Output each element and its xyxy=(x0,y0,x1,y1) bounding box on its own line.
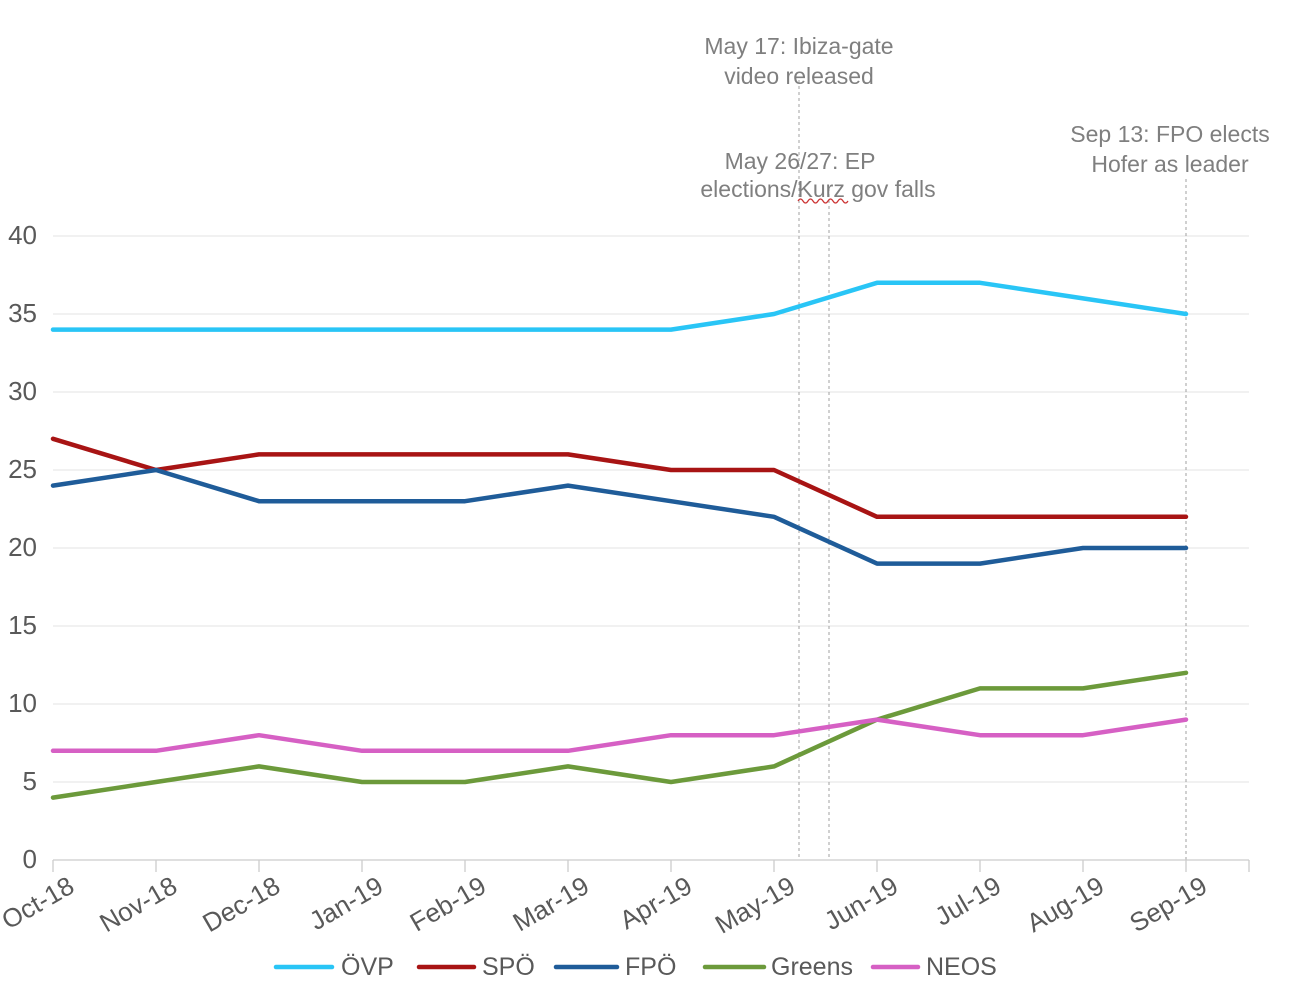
svg-text:Sep 13: FPO elects: Sep 13: FPO elects xyxy=(1070,121,1269,147)
svg-text:Feb-19: Feb-19 xyxy=(405,870,491,937)
svg-text:video released: video released xyxy=(724,63,874,89)
svg-text:ÖVP: ÖVP xyxy=(341,953,394,981)
svg-text:0: 0 xyxy=(23,844,37,874)
svg-text:Jul-19: Jul-19 xyxy=(930,870,1006,931)
svg-text:SPÖ: SPÖ xyxy=(482,953,535,981)
svg-text:Apr-19: Apr-19 xyxy=(614,870,697,935)
svg-text:25: 25 xyxy=(8,454,37,484)
svg-text:NEOS: NEOS xyxy=(926,953,997,981)
svg-text:Greens: Greens xyxy=(771,953,853,981)
svg-text:May-19: May-19 xyxy=(710,870,800,939)
svg-text:20: 20 xyxy=(8,532,37,562)
svg-text:Dec-18: Dec-18 xyxy=(197,870,285,938)
svg-text:Hofer as leader: Hofer as leader xyxy=(1091,151,1249,177)
svg-text:Jun-19: Jun-19 xyxy=(819,870,903,936)
svg-text:Aug-19: Aug-19 xyxy=(1021,870,1109,938)
svg-text:10: 10 xyxy=(8,688,37,718)
svg-text:Sep-19: Sep-19 xyxy=(1124,870,1212,938)
svg-text:5: 5 xyxy=(23,766,37,796)
svg-text:Oct-18: Oct-18 xyxy=(0,870,79,935)
svg-text:May 26/27: EP: May 26/27: EP xyxy=(725,148,876,174)
svg-text:Jan-19: Jan-19 xyxy=(304,870,388,936)
svg-text:35: 35 xyxy=(8,298,37,328)
svg-text:FPÖ: FPÖ xyxy=(625,953,676,981)
svg-text:Nov-18: Nov-18 xyxy=(94,870,182,938)
svg-text:40: 40 xyxy=(8,220,37,250)
svg-text:May 17: Ibiza-gate: May 17: Ibiza-gate xyxy=(704,33,893,59)
svg-text:30: 30 xyxy=(8,376,37,406)
svg-text:15: 15 xyxy=(8,610,37,640)
svg-text:elections/Kurz gov falls: elections/Kurz gov falls xyxy=(700,176,935,202)
svg-text:Mar-19: Mar-19 xyxy=(508,870,594,937)
